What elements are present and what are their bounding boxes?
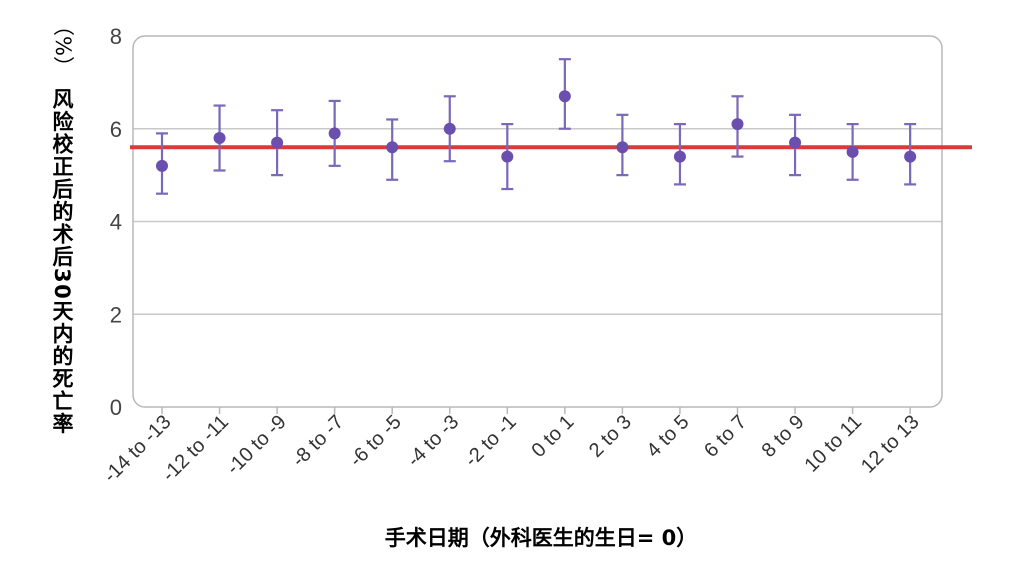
data-point — [673, 150, 686, 163]
data-point — [789, 136, 802, 149]
grid-lines — [133, 128, 942, 315]
y-tick-label: 0 — [110, 395, 122, 420]
plot-frame — [132, 35, 943, 408]
data-point — [443, 122, 456, 135]
y-tick-label: 8 — [110, 24, 122, 49]
data-point — [271, 136, 284, 149]
y-tick-label: 4 — [110, 210, 122, 235]
error-bars — [156, 58, 917, 195]
data-point — [501, 150, 514, 163]
data-point — [213, 132, 226, 145]
data-point — [904, 150, 917, 163]
data-point — [846, 145, 859, 158]
y-tick-label: 2 — [110, 302, 122, 327]
y-tick-label: 6 — [110, 117, 122, 142]
data-points — [156, 90, 917, 172]
x-tick-label: -4 to -3 — [403, 411, 463, 471]
x-tick-label: 0 to 1 — [527, 411, 578, 462]
x-tick-label: 10 to 11 — [801, 411, 867, 477]
x-tick-label: -8 to -7 — [288, 411, 348, 471]
data-point — [558, 90, 571, 103]
data-point — [731, 118, 744, 131]
x-axis-ticks: -14 to -13-12 to -11-10 to -9-8 to -7-6 … — [99, 407, 924, 487]
x-tick-label: -10 to -9 — [222, 411, 290, 479]
x-tick-label: 8 to 9 — [758, 411, 809, 462]
data-point — [386, 141, 399, 154]
x-tick-label: -6 to -5 — [345, 411, 405, 471]
data-point — [616, 141, 629, 154]
y-axis-ticks: 0 2 4 6 8 — [110, 24, 122, 420]
x-axis-label: 手术日期（外科医生的生日= 0） — [385, 526, 698, 550]
y-axis-label: 风险校正后的术后30天内的死亡率 — [50, 88, 74, 435]
x-tick-label: 2 to 3 — [585, 411, 636, 462]
data-point — [328, 127, 341, 140]
x-tick-label: -2 to -1 — [460, 411, 520, 471]
data-point — [156, 159, 168, 172]
x-tick-label: 4 to 5 — [643, 411, 694, 462]
y-axis-unit: （%） — [51, 15, 75, 77]
x-tick-label: 6 to 7 — [700, 411, 751, 462]
x-tick-label: 12 to 13 — [857, 411, 924, 478]
